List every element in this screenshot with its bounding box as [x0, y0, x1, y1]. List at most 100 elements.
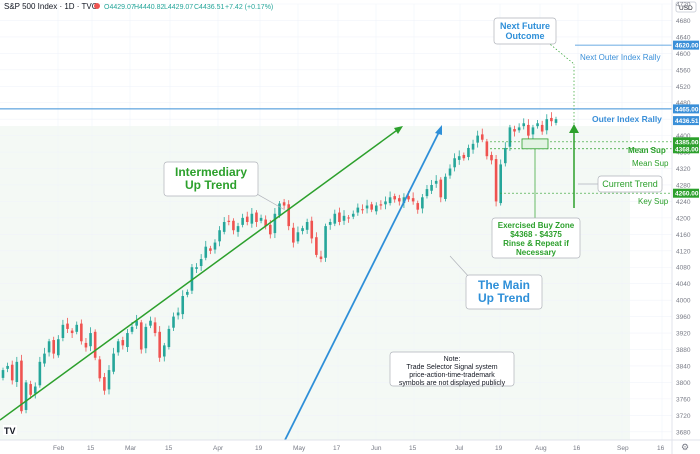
candle-body	[153, 322, 157, 334]
buy-zone-box	[521, 138, 549, 150]
candle-body	[467, 147, 470, 158]
candle-body	[89, 333, 92, 347]
intermediary-trend-arrow	[394, 126, 403, 134]
candle-body	[199, 259, 203, 267]
candle-body	[370, 204, 373, 210]
candle-body	[268, 224, 272, 235]
candle-body	[130, 326, 134, 332]
candle-body	[351, 213, 355, 217]
candle-body	[264, 219, 267, 227]
candle-body	[1, 370, 5, 378]
candle-body	[365, 205, 369, 209]
time-tick-label: 16	[573, 445, 581, 452]
buy-zone-callout-line: Necessary	[516, 248, 557, 257]
time-tick-label: May	[293, 445, 306, 452]
candle-body	[255, 212, 258, 222]
candle-body	[15, 361, 19, 383]
candle-body	[485, 141, 489, 157]
candle-body	[195, 267, 198, 269]
candle-body	[47, 341, 51, 353]
candle-body	[126, 333, 129, 348]
candle-body	[554, 119, 558, 123]
price-badge-label: 4465.00	[675, 106, 699, 113]
candle-body	[222, 222, 226, 232]
symbol-title: S&P 500 Index · 1D · TVC	[4, 2, 98, 11]
time-tick-label: 15	[409, 445, 417, 452]
candle-body	[439, 179, 443, 198]
currency-button[interactable]	[675, 1, 697, 13]
candle-body	[227, 220, 231, 222]
price-tick-label: 4200	[676, 215, 691, 222]
settings-gear-icon[interactable]: ⚙	[681, 442, 689, 452]
candle-body	[462, 154, 466, 159]
candle-body	[540, 124, 544, 132]
price-badge-label: 4620.00	[675, 43, 699, 50]
candle-body	[430, 184, 433, 191]
time-tick-label: 16	[657, 445, 665, 452]
candle-body	[416, 203, 420, 210]
ohlc-high: H4440.82	[134, 4, 164, 11]
candle-body	[213, 242, 217, 250]
candle-body	[504, 147, 507, 164]
buy-zone-callout-line: Rinse & Repeat if	[503, 239, 569, 248]
current-trend-callout-line: Current Trend	[602, 179, 658, 189]
candle-body	[324, 226, 327, 258]
price-tick-label: 4000	[676, 298, 691, 305]
price-tick-label: 4680	[676, 18, 691, 25]
note-callout-line: Note:	[444, 356, 461, 363]
candle-body	[490, 154, 493, 161]
candle-body	[135, 320, 138, 326]
ohlc-open: O4429.07	[104, 4, 135, 11]
candle-body	[453, 158, 456, 168]
note-callout-line: symbols are not displayed publicly	[399, 380, 506, 387]
candle-body	[149, 320, 152, 326]
candle-body	[444, 176, 447, 199]
candle-body	[162, 345, 166, 357]
price-axis: 3680 3720 3760 3800 3840 3880 3920 3960 4000 4040…	[676, 2, 691, 437]
price-badge-label: 4260.00	[675, 191, 699, 198]
time-tick-label: Jun	[371, 445, 382, 452]
price-badge	[673, 104, 699, 114]
next-future-callout-line: Next Future	[500, 21, 550, 31]
candle-body	[356, 207, 360, 213]
candle-body	[480, 134, 484, 140]
grid	[0, 3, 672, 440]
ohlc-close: C4436.51	[194, 4, 224, 11]
candles	[1, 112, 558, 414]
intermediary-trend-line	[0, 127, 401, 421]
candle-body	[333, 213, 337, 224]
candle-body	[121, 340, 125, 346]
candle-body	[545, 119, 549, 131]
time-tick-label: Feb	[53, 445, 65, 452]
candle-body	[508, 127, 512, 147]
candle-body	[494, 159, 498, 202]
next-future-callout-line: Outcome	[505, 31, 544, 41]
buy-zone-callout-line: Exercised Buy Zone	[498, 221, 575, 230]
candle-body	[172, 316, 175, 328]
candle-body	[158, 331, 161, 358]
candle-body	[259, 217, 263, 221]
candle-body	[421, 197, 424, 209]
candle-body	[282, 202, 286, 206]
price-tick-label: 4120	[676, 248, 691, 255]
candle-body	[398, 198, 401, 202]
candle-body	[176, 312, 180, 316]
time-tick-label: Aug	[535, 445, 547, 452]
future-callout-leader	[544, 39, 575, 65]
candle-body	[116, 341, 120, 353]
time-tick-label: Apr	[213, 445, 224, 452]
price-tick-label: 3840	[676, 363, 691, 370]
price-badge	[673, 188, 699, 198]
price-tick-label: 4480	[676, 100, 691, 107]
candle-body	[301, 228, 304, 232]
price-badge-label: 4368.00	[675, 146, 699, 153]
candle-body	[457, 156, 461, 160]
current-trend-arrow	[569, 124, 579, 133]
candle-body	[476, 135, 479, 143]
candle-body	[181, 296, 185, 315]
candle-body	[84, 342, 88, 348]
candle-body	[57, 339, 60, 356]
candle-body	[448, 168, 452, 176]
time-tick-label: 15	[165, 445, 173, 452]
candle-body	[103, 377, 106, 391]
